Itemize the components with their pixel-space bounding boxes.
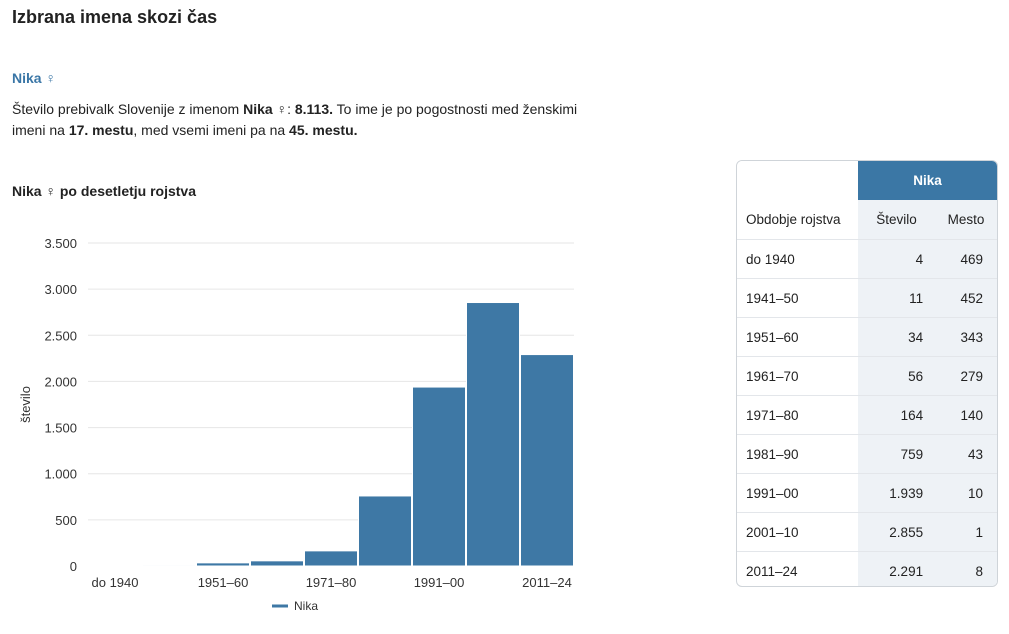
- cell-rank: 452: [935, 278, 997, 318]
- y-tick-label: 1.500: [44, 421, 77, 436]
- cell-period: 2001–10: [737, 512, 858, 552]
- desc-name: Nika: [243, 101, 273, 117]
- y-tick-label: 0: [70, 559, 77, 574]
- bar: [358, 495, 412, 567]
- table-row: do 1940 4 469: [737, 239, 997, 279]
- bar: [250, 560, 304, 567]
- desc-part4: , med vsemi imeni pa na: [133, 122, 290, 138]
- cell-rank: 343: [935, 317, 997, 357]
- cell-rank: 279: [935, 356, 997, 396]
- table-row: 1961–70 56 279: [737, 356, 997, 396]
- cell-period: do 1940: [737, 239, 858, 279]
- cell-count: 164: [858, 395, 936, 435]
- legend-label: Nika: [294, 599, 318, 613]
- x-tick-label: 1971–80: [306, 575, 357, 590]
- cell-count: 2.855: [858, 512, 936, 552]
- bar: [142, 564, 196, 567]
- cell-count: 2.291: [858, 551, 936, 586]
- desc-rank-female: 17. mestu: [68, 122, 134, 138]
- cell-period: 1971–80: [737, 395, 858, 435]
- bar: [304, 550, 358, 567]
- cell-period: 2011–24: [737, 551, 858, 586]
- cell-count: 1.939: [858, 473, 936, 513]
- bar: [466, 302, 520, 567]
- desc-count: 8.113.: [294, 101, 334, 117]
- female-symbol-icon: ♀: [272, 101, 288, 117]
- cell-count: 11: [858, 278, 936, 318]
- col-header-rank: Mesto: [935, 200, 997, 240]
- chart-title-name: Nika: [12, 183, 42, 199]
- cell-period: 1991–00: [737, 473, 858, 513]
- bar: [88, 565, 142, 567]
- chart-title: Nika ♀ po desetletju rojstva: [12, 183, 196, 199]
- desc-part1: Število prebivalk Slovenije z imenom: [12, 101, 244, 117]
- table-row: 2011–24 2.291 8: [737, 551, 997, 586]
- table-name-header: Nika: [858, 161, 997, 200]
- y-tick-label: 1.000: [44, 467, 77, 482]
- col-header-count: Število: [858, 200, 936, 240]
- y-tick-label: 2.500: [44, 328, 77, 343]
- cell-period: 1981–90: [737, 434, 858, 474]
- female-symbol-icon: ♀: [45, 70, 56, 86]
- y-axis-label: število: [18, 386, 33, 423]
- cell-period: 1941–50: [737, 278, 858, 318]
- female-symbol-icon: ♀: [41, 183, 56, 199]
- chart-title-rest: po desetletju rojstva: [55, 183, 197, 199]
- table-row: 1941–50 11 452: [737, 278, 997, 318]
- y-tick-label: 3.500: [44, 236, 77, 251]
- cell-period: 1951–60: [737, 317, 858, 357]
- desc-part2: :: [287, 101, 295, 117]
- bar: [520, 354, 574, 567]
- cell-rank: 8: [935, 551, 997, 586]
- y-tick-label: 3.000: [44, 282, 77, 297]
- page-title: Izbrana imena skozi čas: [12, 7, 218, 27]
- name-description: Število prebivalk Slovenije z imenom Nik…: [12, 99, 602, 141]
- table-row: 1991–00 1.939 10: [737, 473, 997, 513]
- x-tick-label: do 1940: [92, 575, 139, 590]
- cell-period: 1961–70: [737, 356, 858, 396]
- name-heading-text: Nika: [12, 70, 42, 86]
- col-header-period: Obdobje rojstva: [746, 212, 841, 227]
- table-row: 1981–90 759 43: [737, 434, 997, 474]
- table-row: 1951–60 34 343: [737, 317, 997, 357]
- table-column-headers: Obdobje rojstva Število Mesto: [737, 200, 997, 240]
- bar: [412, 386, 466, 567]
- x-tick-label: 2011–24: [522, 575, 572, 590]
- cell-count: 759: [858, 434, 936, 474]
- cell-count: 4: [858, 239, 936, 279]
- table-corner: [737, 161, 858, 200]
- x-tick-label: 1991–00: [414, 575, 465, 590]
- name-heading: Nika ♀: [12, 70, 56, 86]
- x-tick-label: 1951–60: [198, 575, 249, 590]
- y-tick-label: 2.000: [44, 374, 77, 389]
- cell-rank: 140: [935, 395, 997, 435]
- table-row: 2001–10 2.855 1: [737, 512, 997, 552]
- bar: [196, 562, 250, 567]
- cell-count: 56: [858, 356, 936, 396]
- desc-part3: To ime je po pogostnosti med ženskimi im…: [12, 101, 578, 138]
- y-tick-label: 500: [55, 513, 77, 528]
- table-row: 1971–80 164 140: [737, 395, 997, 435]
- data-table: Nika Obdobje rojstva Število Mesto do 19…: [736, 160, 998, 587]
- cell-rank: 1: [935, 512, 997, 552]
- bar-chart: 0 500 1.000 1.500 2.000 2.500 3.000 3.500 števil…: [18, 236, 574, 613]
- desc-rank-all: 45. mestu.: [289, 122, 358, 138]
- cell-rank: 43: [935, 434, 997, 474]
- cell-rank: 469: [935, 239, 997, 279]
- cell-count: 34: [858, 317, 936, 357]
- cell-rank: 10: [935, 473, 997, 513]
